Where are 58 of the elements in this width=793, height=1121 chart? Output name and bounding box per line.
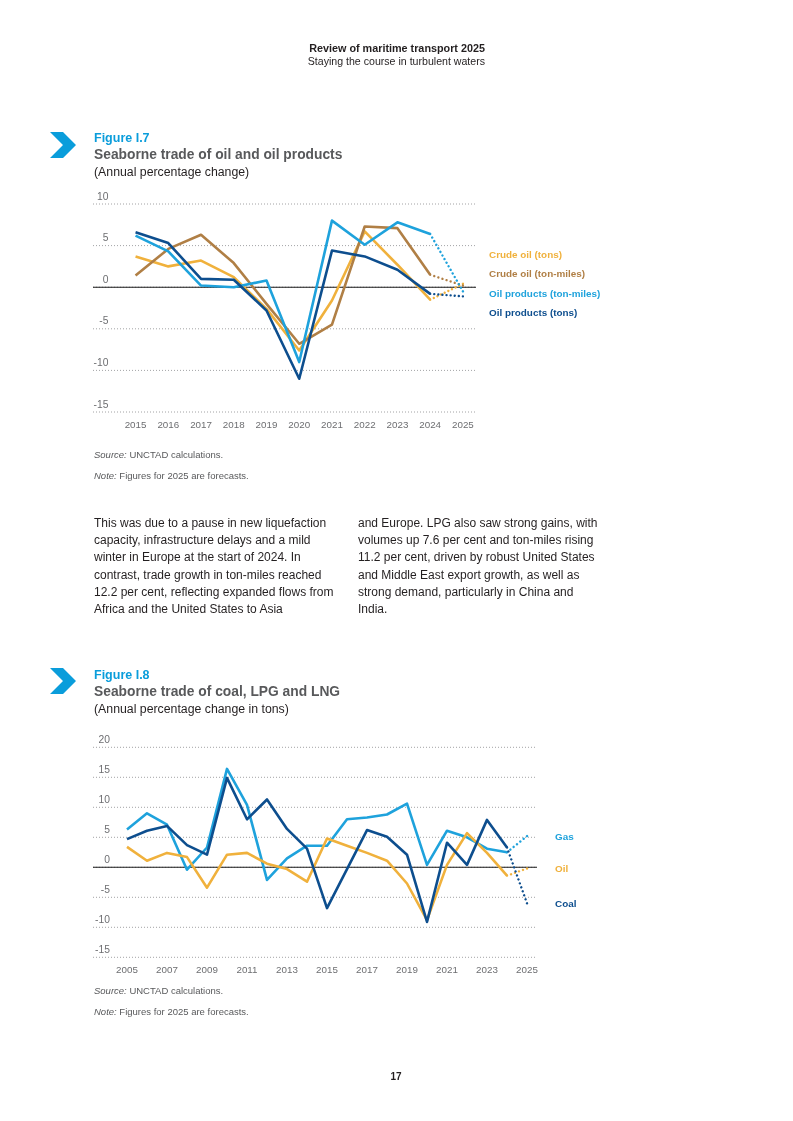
x-tick-label: 2023 bbox=[386, 418, 409, 430]
text: Oil bbox=[555, 863, 569, 874]
text: Gas bbox=[555, 830, 575, 842]
text: Coal bbox=[555, 897, 577, 909]
chart-subtitle: (Annual percentage change in tons) bbox=[94, 702, 289, 716]
x-tick-label: 2022 bbox=[353, 418, 376, 430]
y-tick-label: 0 bbox=[104, 853, 111, 865]
text: Oil products (ton-miles) bbox=[489, 287, 601, 299]
source-note: Source: UNCTAD calculations. bbox=[94, 985, 224, 996]
text: 17 bbox=[390, 1071, 402, 1082]
y-tick-label: 10 bbox=[98, 793, 111, 805]
x-tick-label: 2009 bbox=[196, 963, 218, 975]
x-tick-label: 2021 bbox=[436, 963, 458, 975]
text: Figure I.7 bbox=[94, 131, 150, 145]
text: Oil products (tons) bbox=[489, 306, 578, 318]
text: Review of maritime transport 2025 bbox=[309, 42, 485, 54]
x-tick-label: 2019 bbox=[396, 963, 418, 975]
x-tick-label: 2015 bbox=[316, 963, 339, 975]
x-tick-label: 2020 bbox=[288, 418, 311, 430]
x-tick-label: 2011 bbox=[236, 963, 258, 975]
x-tick-label: 2013 bbox=[276, 963, 299, 975]
text: Staying the course in turbulent waters bbox=[307, 54, 485, 67]
text: Figure I.8 bbox=[94, 668, 150, 682]
y-tick-label: 20 bbox=[98, 733, 111, 745]
x-tick-label: 2019 bbox=[255, 418, 278, 430]
y-tick-label: -15 bbox=[95, 943, 111, 955]
y-tick-label: 5 bbox=[104, 823, 111, 835]
y-tick-label: -10 bbox=[93, 356, 109, 368]
x-tick-label: 2025 bbox=[516, 963, 539, 975]
x-tick-label: 2023 bbox=[476, 963, 499, 975]
text: Crude oil (tons) bbox=[489, 249, 562, 260]
text: This was due to a pause in new liquefaction capacity, infrastructure delays and a mild winter in Europe at the start of 2024. In contrast, trade growth in ton-miles reached 12.2 per cent, reflecting expanded flows from Africa and the United States to Asia bbox=[93, 516, 334, 616]
y-tick-label: -15 bbox=[93, 398, 109, 410]
y-tick-label: 10 bbox=[97, 190, 109, 202]
y-tick-label: -5 bbox=[100, 883, 111, 895]
text: Note: Figures for 2025 are forecasts. bbox=[94, 1006, 249, 1017]
text: Crude oil (ton-miles) bbox=[489, 268, 586, 280]
text: Note: Figures for 2025 are forecasts. bbox=[94, 470, 249, 481]
text: and Europe. LPG also saw strong gains, with volumes up 7.6 per cent and ton-miles rising 11.2 per cent, driven by robust United States and Middle East export growth, as well as strong demand, particularly in China and India. bbox=[358, 516, 598, 616]
y-tick-label: -5 bbox=[99, 315, 109, 327]
x-tick-label: 2025 bbox=[452, 418, 475, 430]
chart-title: Seaborne trade of oil and oil products bbox=[94, 147, 343, 162]
y-tick-label: 5 bbox=[102, 232, 109, 244]
chart-title: Seaborne trade of coal, LPG and LNG bbox=[94, 684, 341, 699]
x-tick-label: 2005 bbox=[116, 963, 139, 975]
x-tick-label: 2007 bbox=[156, 963, 178, 975]
chart-subtitle: (Annual percentage change) bbox=[94, 165, 250, 179]
x-tick-label: 2021 bbox=[321, 418, 343, 430]
y-tick-label: 0 bbox=[102, 273, 109, 285]
x-tick-label: 2017 bbox=[356, 963, 378, 975]
x-tick-label: 2018 bbox=[222, 418, 246, 430]
source-note: Source: UNCTAD calculations. bbox=[94, 449, 224, 460]
y-tick-label: 15 bbox=[98, 763, 111, 775]
x-tick-label: 2017 bbox=[190, 418, 212, 430]
x-tick-label: 2016 bbox=[157, 418, 180, 430]
x-tick-label: 2024 bbox=[419, 418, 442, 430]
x-tick-label: 2015 bbox=[124, 418, 147, 430]
y-tick-label: -10 bbox=[95, 913, 111, 925]
